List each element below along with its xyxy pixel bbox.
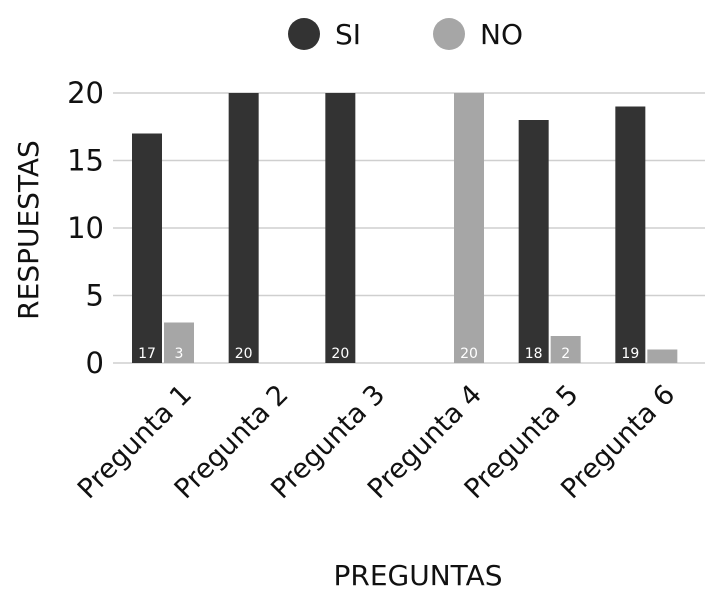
y-axis-title: RESPUESTAS xyxy=(12,140,45,320)
y-axis-ticks: 0 5 10 15 20 xyxy=(67,76,104,380)
bar-si-pregunta-1 xyxy=(132,133,162,363)
bar-no-pregunta-1 xyxy=(164,322,194,363)
y-tick-label: 15 xyxy=(67,144,104,178)
bars xyxy=(132,93,678,363)
data-label-no-pregunta-1: 3 xyxy=(175,346,184,362)
legend-label-no: NO xyxy=(480,18,523,51)
gridlines xyxy=(113,92,705,364)
data-label-no-pregunta-4: 20 xyxy=(460,346,478,362)
legend: SI NO xyxy=(288,18,523,51)
data-label-si-pregunta-1: 17 xyxy=(138,346,156,362)
data-label-no-pregunta-5: 2 xyxy=(561,346,570,362)
legend-label-si: SI xyxy=(335,18,361,51)
data-label-si-pregunta-3: 20 xyxy=(331,346,349,362)
bar-no-pregunta-5 xyxy=(550,336,581,363)
bar-si-pregunta-5 xyxy=(518,120,549,363)
legend-swatch-si xyxy=(288,18,320,50)
data-label-si-pregunta-5: 18 xyxy=(525,346,543,362)
x-axis-title: PREGUNTAS xyxy=(333,559,502,589)
data-label-si-pregunta-6: 19 xyxy=(621,346,639,362)
legend-swatch-no xyxy=(433,18,465,50)
y-tick-label: 5 xyxy=(86,279,104,313)
bar-no-pregunta-6 xyxy=(647,349,678,363)
y-tick-label: 20 xyxy=(67,76,104,110)
data-label-si-pregunta-2: 20 xyxy=(235,346,253,362)
bar-si-pregunta-6 xyxy=(615,106,646,363)
bar-no-pregunta-4 xyxy=(454,93,484,363)
bar-si-pregunta-2 xyxy=(228,93,259,363)
bar-si-pregunta-3 xyxy=(325,93,356,363)
data-labels: 17 3 20 20 20 18 2 19 xyxy=(138,346,639,362)
y-tick-label: 0 xyxy=(86,346,104,380)
y-tick-label: 10 xyxy=(67,211,104,245)
